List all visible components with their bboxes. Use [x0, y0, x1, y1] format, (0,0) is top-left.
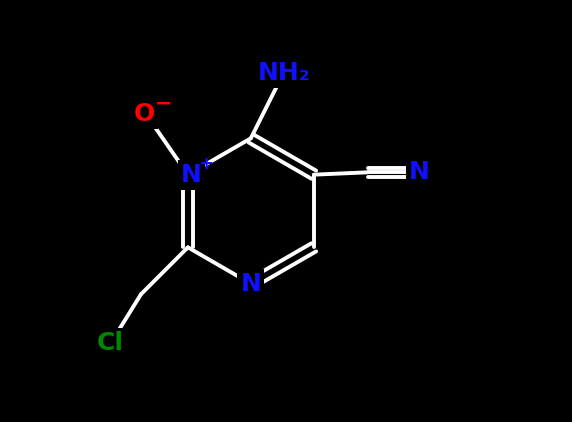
Text: +: + [198, 155, 213, 173]
Text: O: O [134, 102, 155, 126]
Text: NH₂: NH₂ [257, 61, 310, 85]
Text: −: − [155, 93, 172, 114]
Text: N: N [181, 162, 202, 187]
Text: N: N [240, 272, 261, 296]
Text: Cl: Cl [97, 331, 124, 355]
Text: N: N [409, 160, 430, 184]
